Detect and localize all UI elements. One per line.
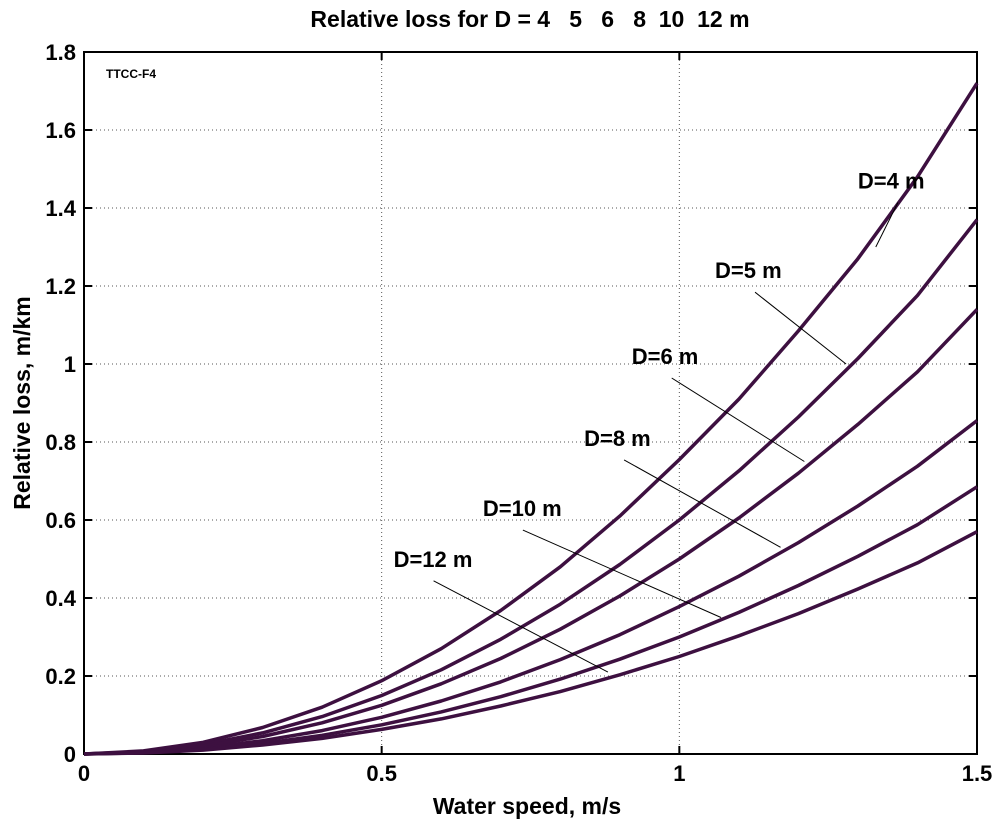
series-line bbox=[83, 82, 979, 756]
series-label: D=4 m bbox=[858, 169, 925, 194]
label-pointer bbox=[433, 580, 609, 673]
x-tick-label: 1 bbox=[673, 761, 685, 786]
series-line bbox=[83, 530, 978, 756]
y-tick-label: 1 bbox=[64, 352, 76, 377]
y-tick-label: 1.8 bbox=[45, 40, 76, 65]
series-line bbox=[83, 419, 979, 756]
grid-lines bbox=[84, 52, 977, 754]
label-pointer bbox=[671, 377, 805, 462]
x-tick-label: 0.5 bbox=[366, 761, 397, 786]
plot-frame bbox=[83, 51, 978, 755]
series-label: D=8 m bbox=[584, 426, 651, 451]
y-tick-label: 0.4 bbox=[45, 586, 76, 611]
series-line bbox=[83, 218, 979, 756]
y-tick-label: 0 bbox=[64, 742, 76, 767]
y-tick-label: 0.6 bbox=[45, 508, 76, 533]
y-axis-label: Relative loss, m/km bbox=[9, 296, 35, 510]
series-label: D=10 m bbox=[483, 496, 562, 521]
y-tick-label: 1.6 bbox=[45, 118, 76, 143]
series-label: D=6 m bbox=[632, 344, 699, 369]
y-tick-label: 0.2 bbox=[45, 664, 76, 689]
series-label: D=5 m bbox=[715, 258, 782, 283]
series-label: D=12 m bbox=[394, 547, 473, 572]
label-pointers: D=4 m D=5 m D=6 m D=8 m D=10 m D=12 m bbox=[394, 169, 925, 673]
x-tick-label: 0 bbox=[78, 761, 90, 786]
label-pointer bbox=[875, 202, 899, 248]
x-axis-label: Water speed, m/s bbox=[433, 793, 621, 819]
y-tick-label: 0.8 bbox=[45, 430, 76, 455]
chart-title: Relative loss for D = 4 5 6 8 10 12 m bbox=[310, 6, 749, 32]
axis-ticks: 0 0.5 1 1.5 0 0.2 0.4 0.6 0.8 1 1.2 1.4 1.6 1.8 bbox=[45, 40, 992, 786]
label-pointer bbox=[754, 291, 847, 365]
series-line bbox=[83, 308, 979, 756]
series-lines bbox=[83, 82, 979, 756]
y-tick-label: 1.4 bbox=[45, 196, 76, 221]
corner-annotation: TTCC-F4 bbox=[106, 67, 156, 81]
label-pointer bbox=[623, 459, 781, 548]
label-pointer bbox=[522, 529, 722, 618]
y-tick-label: 1.2 bbox=[45, 274, 76, 299]
x-tick-label: 1.5 bbox=[962, 761, 993, 786]
